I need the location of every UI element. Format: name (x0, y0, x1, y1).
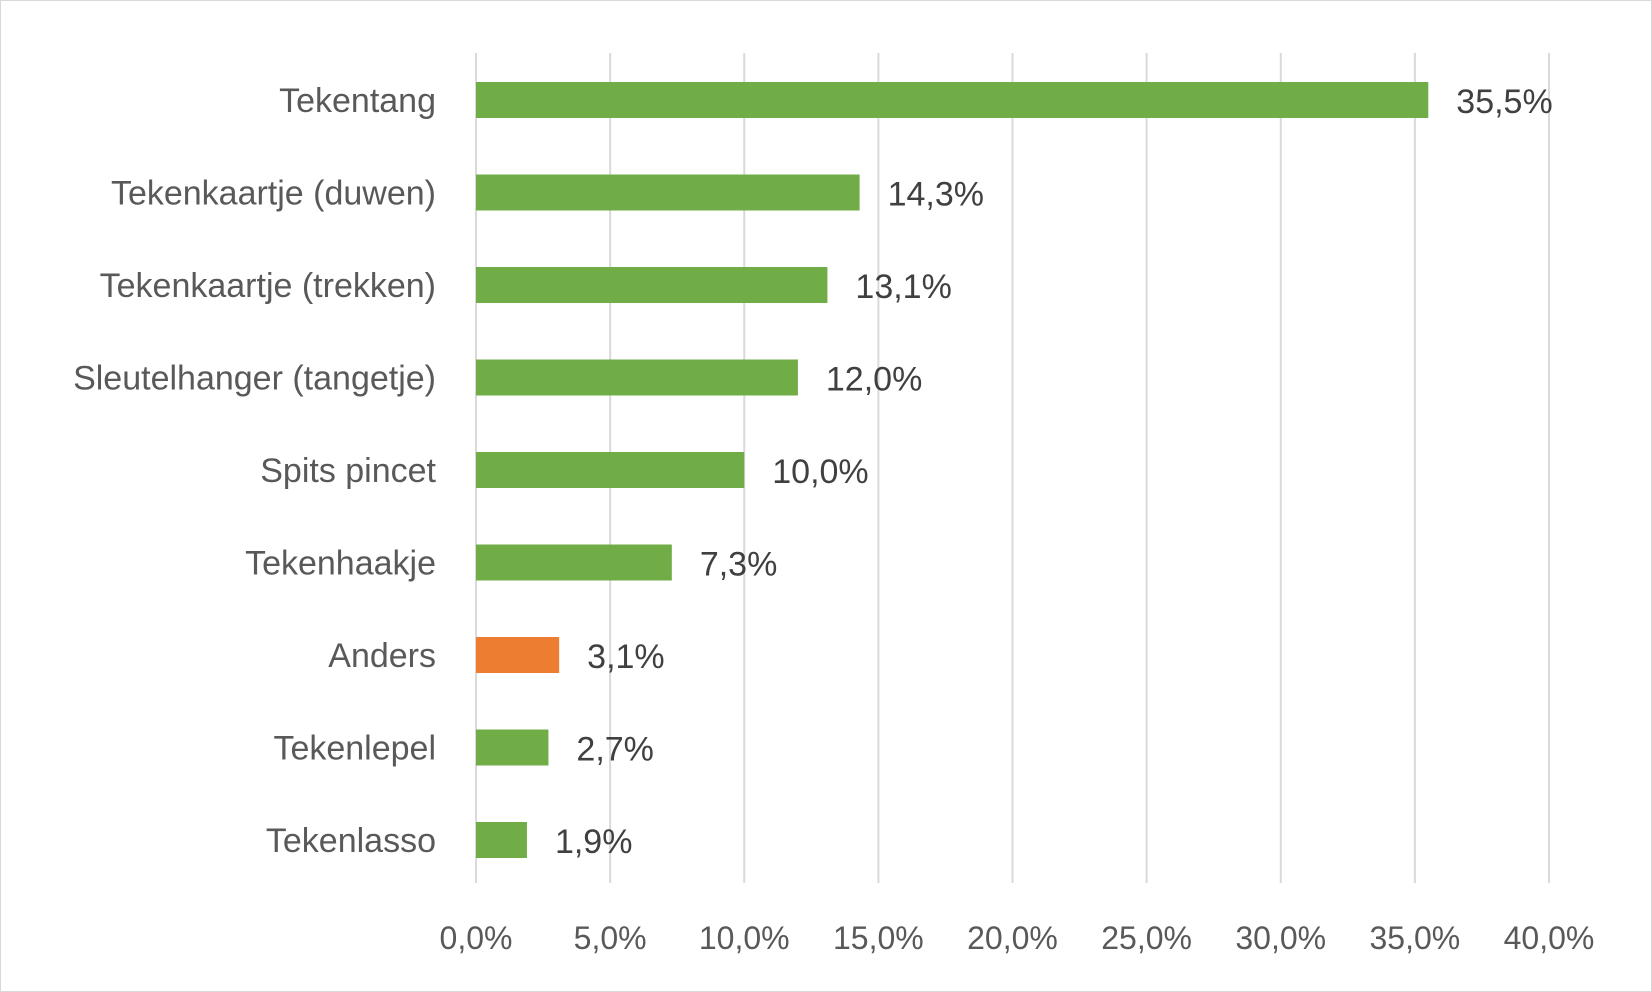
bar (476, 359, 798, 396)
x-tick-label: 25,0% (1101, 920, 1192, 956)
x-tick-label: 40,0% (1504, 920, 1595, 956)
x-axis-tick-labels: 0,0% 5,0% 10,0% 15,0% 20,0% 25,0% 30,0% 35,0% 40… (440, 920, 1595, 956)
bars (476, 82, 1429, 858)
data-label: 13,1% (855, 268, 951, 306)
category-label: Tekenlasso (266, 822, 436, 860)
bar (476, 82, 1429, 118)
x-tick-label: 15,0% (833, 920, 924, 956)
x-tick-label: 10,0% (699, 920, 790, 956)
data-label: 10,0% (772, 453, 868, 491)
data-label: 14,3% (888, 176, 984, 214)
data-label: 35,5% (1456, 83, 1552, 121)
bar (476, 729, 549, 766)
category-label: Tekentang (279, 82, 436, 120)
x-tick-label: 30,0% (1235, 920, 1326, 956)
bar (476, 637, 560, 673)
bar (476, 822, 527, 858)
x-tick-label: 0,0% (440, 920, 513, 956)
bar (476, 267, 828, 303)
category-label: Sleutelhanger (tangetje) (73, 360, 436, 398)
category-label: Tekenkaartje (duwen) (111, 175, 436, 213)
category-label: Tekenlepel (273, 730, 436, 768)
bar (476, 452, 745, 488)
x-tick-label: 20,0% (967, 920, 1058, 956)
category-label: Spits pincet (260, 452, 436, 490)
x-tick-label: 5,0% (574, 920, 647, 956)
category-label: Tekenhaakje (245, 545, 436, 583)
x-tick-label: 35,0% (1370, 920, 1461, 956)
category-labels: Tekentang Tekenkaartje (duwen) Tekenkaartj… (73, 82, 436, 860)
data-labels: 35,5% 14,3% 13,1% 12,0% 10,0% 7,3% 3,1% 2,7% 1,9… (555, 83, 1553, 861)
data-label: 7,3% (700, 546, 778, 584)
data-label: 2,7% (576, 731, 654, 769)
data-label: 12,0% (826, 361, 922, 399)
category-label: Anders (328, 637, 436, 675)
data-label: 1,9% (555, 823, 633, 861)
category-label: Tekenkaartje (trekken) (100, 267, 436, 305)
bar (476, 544, 672, 581)
data-label: 3,1% (587, 638, 665, 676)
bar (476, 174, 860, 211)
